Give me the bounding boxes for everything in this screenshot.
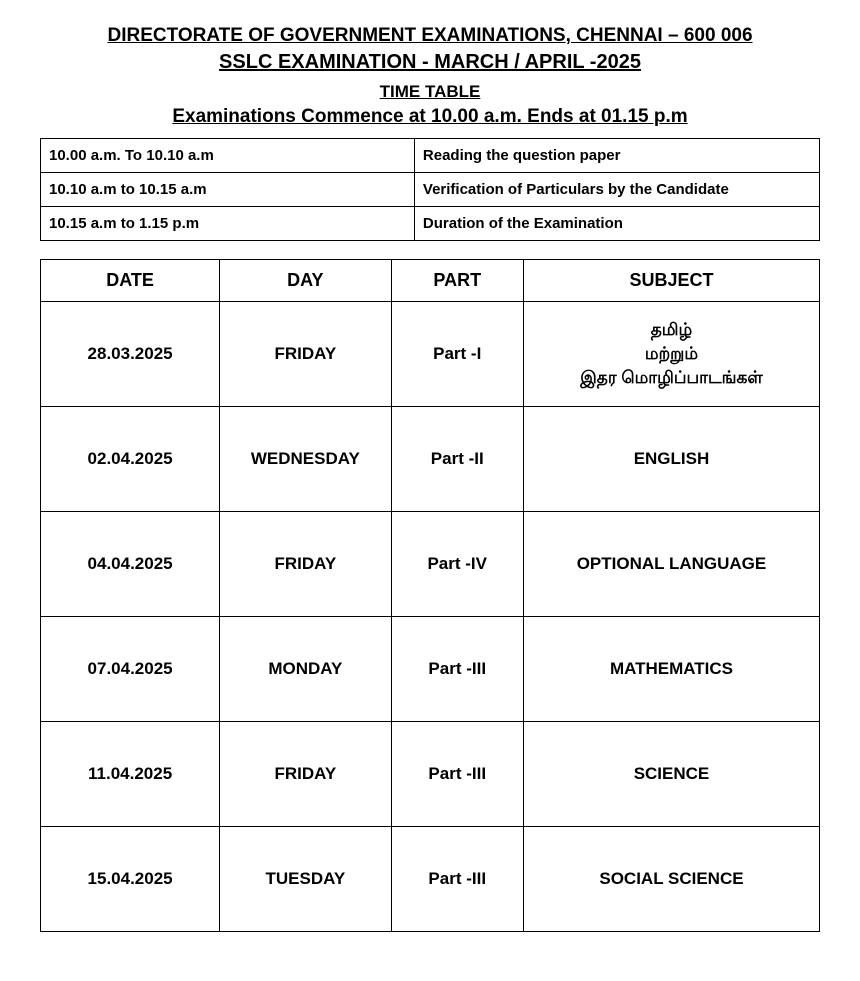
schedule-subject-cell: SOCIAL SCIENCE [523,827,819,932]
schedule-header-row: DATE DAY PART SUBJECT [41,260,820,302]
schedule-row: 15.04.2025TUESDAYPart -IIISOCIAL SCIENCE [41,827,820,932]
exam-title: SSLC EXAMINATION - MARCH / APRIL -2025 [40,51,820,74]
schedule-part-cell: Part -III [391,827,523,932]
directorate-heading: DIRECTORATE OF GOVERNMENT EXAMINATIONS, … [40,25,820,47]
schedule-subject-cell: MATHEMATICS [523,617,819,722]
schedule-part-cell: Part -IV [391,512,523,617]
timing-time-cell: 10.10 a.m to 10.15 a.m [41,173,415,207]
commence-text: Examinations Commence at 10.00 a.m. Ends… [40,106,820,128]
schedule-date-cell: 07.04.2025 [41,617,220,722]
timing-activity-cell: Verification of Particulars by the Candi… [414,173,819,207]
schedule-row: 28.03.2025FRIDAYPart -Iதமிழ்மற்றும்இதர ம… [41,302,820,407]
schedule-date-cell: 04.04.2025 [41,512,220,617]
schedule-day-cell: FRIDAY [220,722,391,827]
schedule-part-cell: Part -III [391,722,523,827]
schedule-row: 02.04.2025WEDNESDAYPart -IIENGLISH [41,407,820,512]
schedule-row: 04.04.2025FRIDAYPart -IVOPTIONAL LANGUAG… [41,512,820,617]
schedule-day-cell: FRIDAY [220,302,391,407]
timing-row: 10.00 a.m. To 10.10 a.mReading the quest… [41,139,820,173]
header-day: DAY [220,260,391,302]
header-subject: SUBJECT [523,260,819,302]
schedule-row: 11.04.2025FRIDAYPart -IIISCIENCE [41,722,820,827]
timing-time-cell: 10.15 a.m to 1.15 p.m [41,207,415,241]
schedule-date-cell: 11.04.2025 [41,722,220,827]
schedule-subject-cell: OPTIONAL LANGUAGE [523,512,819,617]
timing-activity-cell: Duration of the Examination [414,207,819,241]
schedule-date-cell: 15.04.2025 [41,827,220,932]
schedule-day-cell: MONDAY [220,617,391,722]
schedule-day-cell: TUESDAY [220,827,391,932]
schedule-date-cell: 02.04.2025 [41,407,220,512]
timing-table: 10.00 a.m. To 10.10 a.mReading the quest… [40,138,820,241]
schedule-table-body: 28.03.2025FRIDAYPart -Iதமிழ்மற்றும்இதர ம… [41,302,820,932]
schedule-day-cell: FRIDAY [220,512,391,617]
timing-activity-cell: Reading the question paper [414,139,819,173]
schedule-subject-cell: SCIENCE [523,722,819,827]
timing-row: 10.15 a.m to 1.15 p.mDuration of the Exa… [41,207,820,241]
time-table-label: TIME TABLE [40,82,820,102]
timing-row: 10.10 a.m to 10.15 a.mVerification of Pa… [41,173,820,207]
header-date: DATE [41,260,220,302]
schedule-table: DATE DAY PART SUBJECT 28.03.2025FRIDAYPa… [40,259,820,932]
timing-table-body: 10.00 a.m. To 10.10 a.mReading the quest… [41,139,820,241]
header-part: PART [391,260,523,302]
schedule-part-cell: Part -III [391,617,523,722]
schedule-part-cell: Part -I [391,302,523,407]
schedule-date-cell: 28.03.2025 [41,302,220,407]
schedule-subject-cell: தமிழ்மற்றும்இதர மொழிப்பாடங்கள் [523,302,819,407]
schedule-day-cell: WEDNESDAY [220,407,391,512]
timing-time-cell: 10.00 a.m. To 10.10 a.m [41,139,415,173]
schedule-subject-cell: ENGLISH [523,407,819,512]
schedule-row: 07.04.2025MONDAYPart -IIIMATHEMATICS [41,617,820,722]
schedule-part-cell: Part -II [391,407,523,512]
